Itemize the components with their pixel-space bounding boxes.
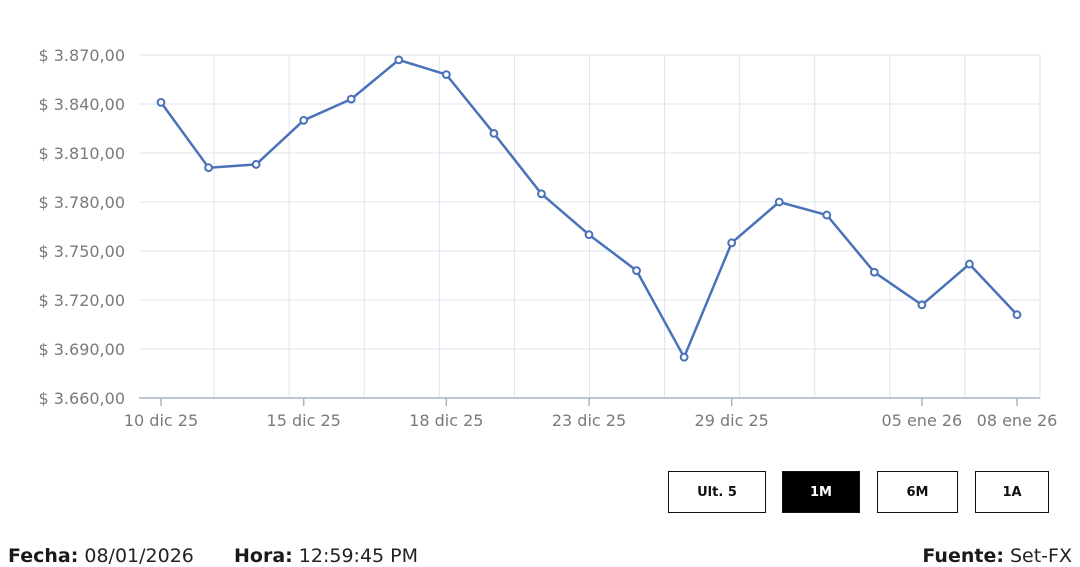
y-tick-label: $ 3.750,00: [38, 242, 125, 261]
y-tick-label: $ 3.690,00: [38, 340, 125, 359]
x-axis-ticks: 10 dic 25 15 dic 25 18 dic 25 23 dic 25 29 d…: [124, 398, 1058, 430]
data-point: [251, 160, 261, 169]
source-value: Set-FX: [1009, 545, 1072, 567]
date-label: Fecha:: [8, 545, 79, 567]
data-point: [679, 352, 689, 362]
data-point: [299, 115, 309, 125]
x-tick-label: 18 dic 25: [409, 411, 483, 430]
footer-source: Fuente: Set-FX: [922, 545, 1072, 567]
y-tick-label: $ 3.720,00: [38, 291, 125, 310]
y-tick-label: $ 3.840,00: [38, 95, 125, 114]
data-point: [822, 210, 832, 220]
data-point: [537, 189, 546, 199]
y-axis-ticks: $ 3.870,00 $ 3.840,00 $ 3.810,00 $ 3.780,00…: [38, 46, 125, 408]
date-value: 08/01/2026: [84, 545, 194, 567]
y-tick-label: $ 3.870,00: [38, 46, 125, 65]
range-button-1-month[interactable]: 1M: [782, 471, 860, 513]
data-point: [204, 163, 213, 173]
exchange-rate-line-chart: $ 3.870,00 $ 3.840,00 $ 3.810,00 $ 3.780,00…: [38, 46, 1058, 430]
x-tick-label: 29 dic 25: [695, 411, 769, 430]
data-point: [965, 259, 974, 269]
time-value: 12:59:45 PM: [298, 545, 419, 567]
data-point: [774, 197, 784, 207]
range-button-6-months[interactable]: 6M: [877, 471, 958, 513]
data-point: [917, 300, 927, 310]
data-point: [346, 94, 356, 104]
footer-time: Hora: 12:59:45 PM: [234, 545, 418, 567]
data-point: [584, 230, 594, 240]
data-point: [1012, 310, 1022, 320]
x-tick-label: 15 dic 25: [267, 411, 341, 430]
data-point: [394, 55, 404, 65]
range-button-last-5[interactable]: Ult. 5: [668, 471, 766, 513]
chart-grid: [139, 54, 1041, 398]
data-point: [489, 129, 499, 138]
x-tick-label: 23 dic 25: [552, 411, 626, 430]
footer-date: Fecha: 08/01/2026: [8, 545, 194, 567]
time-label: Hora:: [234, 545, 293, 567]
source-label: Fuente:: [922, 545, 1004, 567]
data-point: [441, 70, 451, 79]
x-tick-label: 08 ene 26: [977, 411, 1058, 430]
price-series: [156, 55, 1022, 362]
y-tick-label: $ 3.780,00: [38, 193, 125, 212]
data-point: [869, 267, 879, 277]
y-tick-label: $ 3.810,00: [38, 144, 125, 163]
y-tick-label: $ 3.660,00: [38, 389, 125, 408]
x-tick-label: 05 ene 26: [882, 411, 963, 430]
data-point: [632, 266, 641, 276]
data-point: [156, 97, 166, 107]
data-point: [727, 238, 737, 248]
range-button-1-year[interactable]: 1A: [975, 471, 1049, 513]
x-tick-label: 10 dic 25: [124, 411, 198, 430]
